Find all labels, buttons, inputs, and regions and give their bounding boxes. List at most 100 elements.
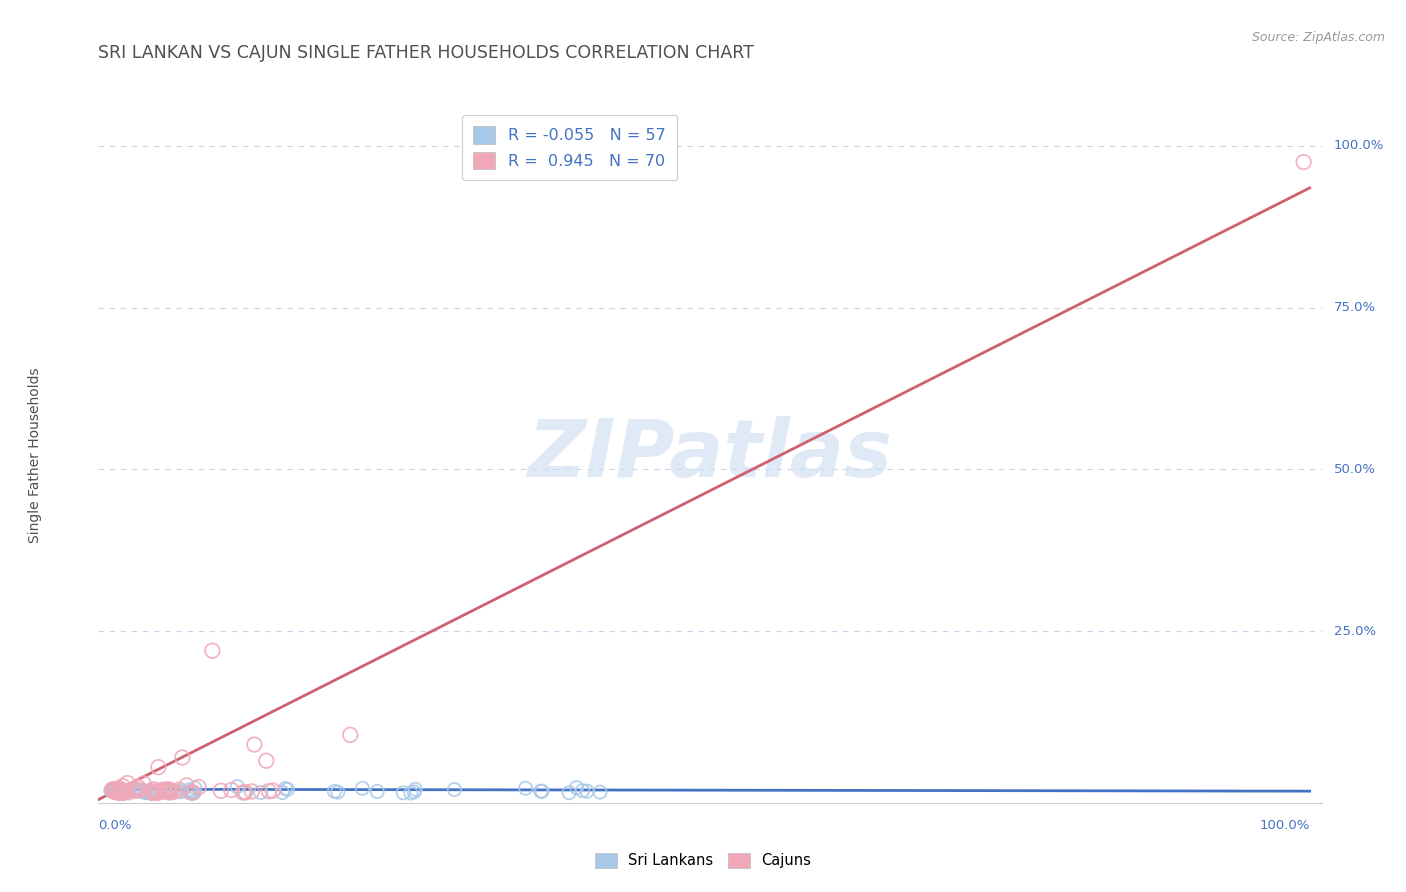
Point	[132, 785, 155, 799]
Point	[254, 754, 277, 768]
Point	[165, 784, 187, 798]
Point	[571, 783, 593, 797]
Point	[443, 782, 465, 797]
Text: 50.0%: 50.0%	[1334, 463, 1376, 476]
Point	[111, 785, 134, 799]
Point	[558, 786, 581, 800]
Point	[111, 779, 134, 793]
Point	[112, 783, 135, 797]
Point	[339, 728, 361, 742]
Point	[148, 760, 170, 774]
Legend: Sri Lankans, Cajuns: Sri Lankans, Cajuns	[588, 846, 818, 876]
Point	[187, 780, 209, 794]
Point	[103, 784, 125, 798]
Point	[232, 785, 254, 799]
Point	[1292, 155, 1315, 169]
Point	[274, 781, 297, 796]
Point	[530, 784, 553, 798]
Point	[101, 782, 124, 797]
Point	[589, 785, 612, 799]
Point	[112, 785, 135, 799]
Point	[326, 785, 349, 799]
Point	[115, 784, 138, 798]
Point	[149, 784, 172, 798]
Point	[180, 784, 202, 798]
Point	[277, 782, 299, 797]
Point	[404, 782, 426, 797]
Point	[180, 785, 202, 799]
Text: 100.0%: 100.0%	[1260, 819, 1309, 832]
Point	[107, 786, 129, 800]
Point	[404, 785, 426, 799]
Point	[103, 782, 125, 797]
Point	[159, 785, 181, 799]
Point	[565, 780, 588, 795]
Point	[112, 784, 135, 798]
Point	[235, 785, 257, 799]
Point	[131, 785, 153, 799]
Point	[122, 783, 145, 797]
Point	[530, 784, 553, 798]
Point	[157, 782, 180, 797]
Point	[209, 784, 232, 798]
Point	[156, 783, 179, 797]
Point	[141, 782, 163, 797]
Point	[150, 783, 173, 797]
Point	[118, 785, 141, 799]
Point	[249, 785, 271, 799]
Point	[170, 785, 193, 799]
Point	[132, 776, 155, 790]
Point	[138, 784, 160, 798]
Point	[104, 783, 127, 797]
Point	[107, 786, 129, 800]
Point	[141, 786, 163, 800]
Point	[101, 784, 124, 798]
Point	[183, 786, 205, 800]
Point	[110, 783, 132, 797]
Point	[101, 782, 124, 797]
Point	[110, 783, 132, 797]
Point	[124, 782, 146, 797]
Point	[100, 783, 122, 797]
Point	[576, 784, 599, 798]
Point	[103, 784, 125, 798]
Point	[226, 780, 249, 794]
Point	[104, 785, 127, 799]
Text: ZIPatlas: ZIPatlas	[527, 416, 893, 494]
Point	[125, 784, 148, 798]
Point	[176, 779, 198, 793]
Point	[131, 782, 153, 797]
Point	[219, 783, 242, 797]
Point	[104, 785, 127, 799]
Point	[107, 785, 129, 799]
Point	[155, 783, 177, 797]
Point	[515, 781, 537, 796]
Point	[108, 781, 131, 796]
Point	[271, 786, 294, 800]
Text: Single Father Households: Single Father Households	[28, 368, 42, 542]
Point	[262, 783, 284, 797]
Point	[117, 776, 139, 790]
Point	[153, 782, 176, 797]
Point	[153, 784, 176, 798]
Point	[323, 784, 346, 798]
Point	[201, 643, 224, 657]
Point	[184, 781, 207, 796]
Point	[352, 781, 374, 796]
Point	[108, 783, 131, 797]
Point	[392, 786, 415, 800]
Point	[399, 786, 422, 800]
Point	[128, 783, 150, 797]
Point	[112, 785, 135, 799]
Point	[104, 785, 127, 799]
Point	[233, 786, 256, 800]
Point	[157, 785, 180, 799]
Point	[112, 785, 135, 799]
Point	[146, 786, 169, 800]
Point	[157, 783, 180, 797]
Point	[143, 782, 166, 797]
Text: SRI LANKAN VS CAJUN SINGLE FATHER HOUSEHOLDS CORRELATION CHART: SRI LANKAN VS CAJUN SINGLE FATHER HOUSEH…	[98, 45, 754, 62]
Point	[177, 783, 200, 797]
Point	[111, 785, 134, 799]
Point	[181, 786, 204, 800]
